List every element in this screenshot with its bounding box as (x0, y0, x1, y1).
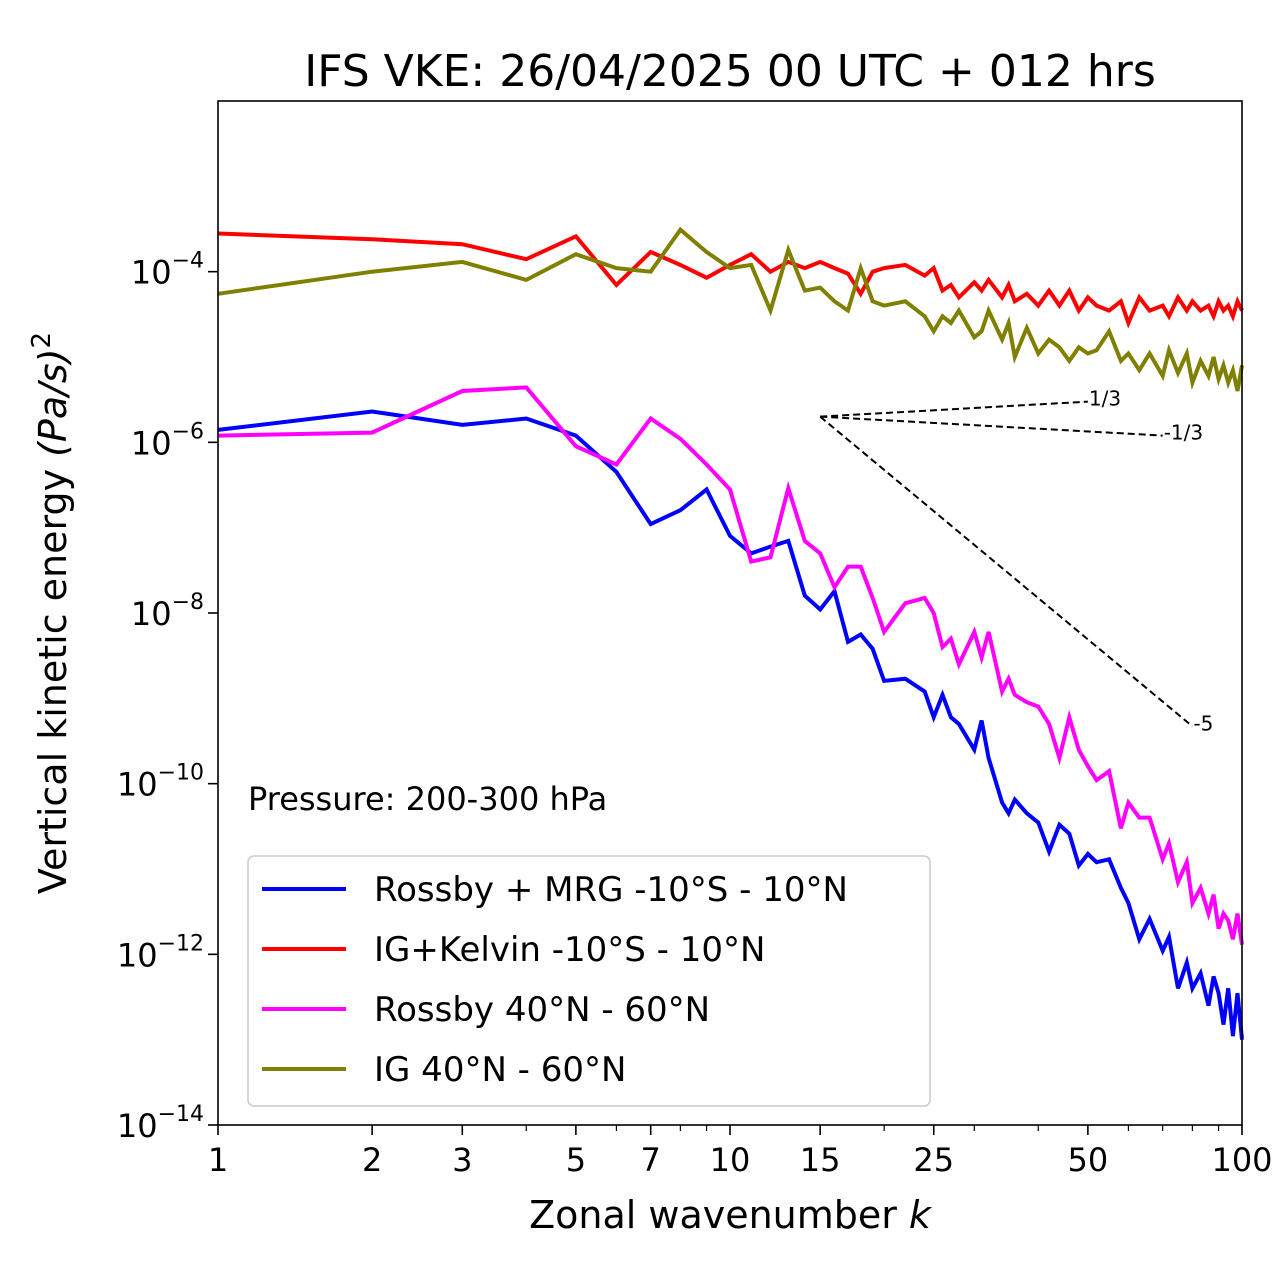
y-axis-label-text: Vertical kinetic energy (31, 469, 75, 894)
x-tick-label-10: 100 (1211, 1141, 1272, 1179)
x-tick-label-7: 15 (800, 1141, 841, 1179)
y-tick-label-base: 10 (131, 424, 172, 462)
x-tick-label-4: 5 (566, 1141, 586, 1179)
series-line-4 (217, 226, 1244, 392)
y-tick-label-base: 10 (117, 936, 158, 974)
x-tick-label-1: 1 (208, 1141, 228, 1179)
y-tick-label-base: 10 (117, 766, 158, 804)
reference-slope-line-2 (820, 415, 1163, 437)
y-tick-label-6: 10−14 (117, 1102, 204, 1145)
y-tick-label-base: 10 (131, 254, 172, 292)
y-tick-label-exponent: −4 (172, 249, 204, 274)
x-axis-label: Zonal wavenumber k (529, 1193, 933, 1237)
y-tick-label-2: 10−6 (131, 419, 204, 462)
legend-label-3: Rossby 40°N - 60°N (374, 990, 710, 1030)
legend-box (247, 855, 931, 1107)
y-tick-label-base: 10 (131, 595, 172, 633)
y-axis-label-exponent: 2 (27, 332, 57, 349)
legend-label-1: Rossby + MRG -10°S - 10°N (374, 870, 848, 910)
axis-ticks-layer: 1 2 3 5 7 10 15 25 50 10010−410−610−810−1010−1210… (117, 249, 1273, 1179)
reference-slope-layer: 1/3 -1/3 -5 (819, 387, 1213, 735)
y-tick-label-exponent: −8 (172, 590, 204, 615)
x-tick-label-5: 7 (641, 1141, 661, 1179)
x-tick-label-9: 50 (1068, 1141, 1109, 1179)
x-tick-label-3: 3 (452, 1141, 472, 1179)
reference-slope-line-3 (819, 415, 1194, 728)
y-tick-label-base: 10 (117, 1107, 158, 1145)
y-axis-label-unit: (Pa/s) (31, 348, 75, 456)
x-tick-label-8: 25 (913, 1141, 954, 1179)
y-tick-label-5: 10−12 (117, 931, 204, 974)
x-tick-label-2: 2 (362, 1141, 382, 1179)
reference-slope-label-2: -1/3 (1164, 421, 1203, 445)
reference-slope-label-3: -5 (1193, 711, 1213, 735)
legend-label-2: IG+Kelvin -10°S - 10°N (374, 930, 765, 970)
plot-area-frame (217, 100, 1243, 1126)
reference-slope-line-1 (820, 400, 1088, 418)
series-layer (217, 226, 1244, 1040)
legend: Rossby + MRG -10°S - 10°N IG+Kelvin -10°S… (247, 855, 931, 1107)
y-tick-label-exponent: −6 (172, 419, 204, 444)
y-tick-label-exponent: −12 (158, 931, 204, 956)
reference-slope-label-1: 1/3 (1089, 387, 1121, 411)
x-axis-label-variable: k (909, 1193, 933, 1237)
y-tick-label-exponent: −10 (158, 761, 204, 786)
legend-label-4: IG 40°N - 60°N (374, 1050, 626, 1090)
series-line-2 (217, 231, 1244, 329)
chart-title: IFS VKE: 26/04/2025 00 UTC + 012 hrs (304, 46, 1156, 97)
y-tick-label-3: 10−8 (131, 590, 204, 633)
y-tick-label-1: 10−4 (131, 249, 204, 292)
x-axis-label-text: Zonal wavenumber (529, 1193, 897, 1237)
x-tick-label-6: 10 (710, 1141, 751, 1179)
pressure-annotation: Pressure: 200-300 hPa (248, 780, 607, 818)
y-tick-label-4: 10−10 (117, 761, 204, 804)
y-tick-label-exponent: −14 (158, 1102, 204, 1127)
series-line-1 (217, 409, 1244, 1040)
series-line-3 (217, 385, 1244, 945)
y-axis-label: Vertical kinetic energy (Pa/s)2 (27, 332, 75, 894)
